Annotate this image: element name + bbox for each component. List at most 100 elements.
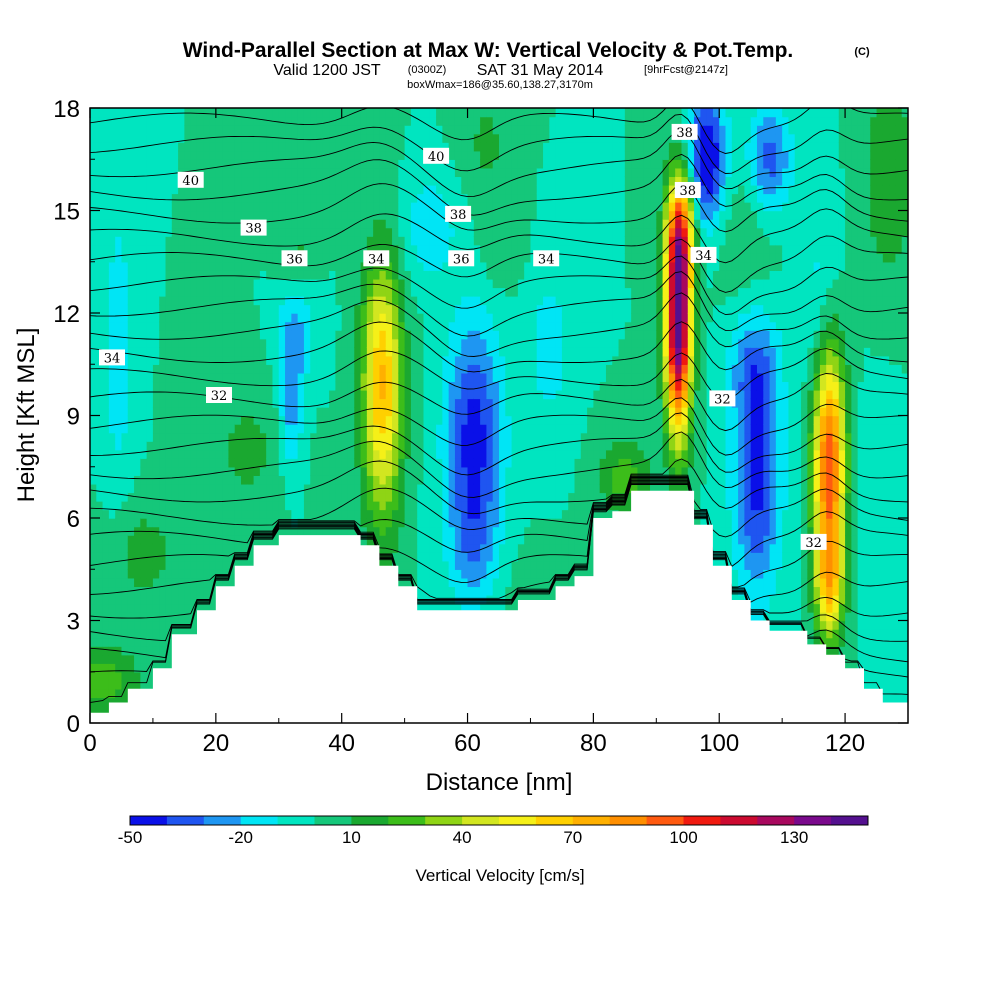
colorbar-swatch (683, 816, 721, 825)
isentrope-value: 40 (428, 150, 445, 165)
colorbar-swatch (314, 816, 352, 825)
isentrope-line (90, 479, 908, 619)
isentrope-value: 38 (676, 126, 693, 141)
colorbar-frame (129, 815, 869, 826)
colorbar-title: Vertical Velocity [cm/s] (415, 866, 584, 885)
colorbar-tick-label: 130 (780, 828, 808, 847)
x-tick-label: 120 (825, 730, 865, 757)
x-axis-title: Distance [nm] (426, 769, 573, 796)
colorbar-swatch (609, 816, 647, 825)
colorbar-swatch (831, 816, 869, 825)
y-tick-label: 12 (53, 301, 80, 328)
x-tick-label: 100 (699, 730, 739, 757)
isentrope-line (90, 480, 908, 642)
y-tick-label: 9 (67, 404, 80, 431)
isentrope-label: 32 (709, 390, 736, 407)
isentrope-value: 38 (450, 208, 467, 223)
isentrope-line (90, 113, 908, 174)
isentrope-value: 38 (245, 222, 262, 237)
isentrope-line (90, 478, 908, 603)
y-tick-label: 18 (53, 96, 80, 123)
colorbar-swatch (757, 816, 795, 825)
colorbar-swatch (794, 816, 832, 825)
isentrope-line (90, 130, 908, 198)
colorbar-tick-label: 10 (342, 828, 361, 847)
colorbar-swatch (720, 816, 758, 825)
isentrope-line (90, 292, 908, 357)
isentrope-line (90, 397, 908, 456)
isentrope-value: 32 (714, 392, 731, 407)
isentrope-line (90, 108, 908, 154)
colorbar-swatch (351, 816, 389, 825)
isentrope-value: 36 (286, 252, 303, 267)
x-tick-label: 0 (83, 730, 96, 757)
colorbar-swatch (277, 816, 315, 825)
isentrope-line (90, 235, 908, 293)
isentrope-label: 34 (363, 250, 390, 267)
valid-date: SAT 31 May 2014 (477, 62, 604, 79)
colorbar-swatch (203, 816, 242, 825)
isentrope-line (90, 431, 908, 498)
forecast-info: [9hrFcst@2147z] (644, 64, 728, 76)
isentrope-line (90, 348, 908, 401)
colorbar-tick-label: 70 (563, 828, 582, 847)
isentrope-value: 36 (453, 252, 470, 267)
x-tick-label: 60 (454, 730, 481, 757)
isentrope-line (90, 474, 908, 538)
colorbar-swatch (499, 816, 537, 825)
colorbar (129, 815, 869, 826)
y-tick-label: 15 (53, 199, 80, 226)
terrain-mask (90, 490, 908, 723)
isentrope-lines (90, 108, 908, 703)
box-info: boxWmax=186@35.60,138.27,3170m (407, 79, 593, 91)
isentrope-line (90, 271, 908, 337)
isentrope-label: 38 (240, 219, 267, 237)
x-tick-label: 80 (580, 730, 607, 757)
valid-time-line: Valid 1200 JST (0300Z) SAT 31 May 2014 [… (273, 62, 728, 79)
isentrope-labels: 40 40 38 38 38 38 36 36 34 34 34 34 32 32 32 (99, 123, 827, 551)
isentrope-label: 36 (448, 250, 475, 267)
colorbar-swatch (535, 816, 574, 825)
y-tick-label: 6 (67, 506, 80, 533)
isentrope-label: 36 (281, 250, 308, 267)
y-tick-label: 0 (67, 711, 80, 738)
x-tick-label: 40 (328, 730, 355, 757)
isentrope-line (90, 321, 908, 373)
x-axis: 0 20 40 60 80 100 120 (83, 108, 865, 757)
isentrope-label: 38 (674, 182, 701, 199)
isentrope-line (90, 208, 908, 264)
colorbar-tick-label: -50 (118, 828, 143, 847)
colorbar-tick-label: -20 (228, 828, 253, 847)
colorbar-ticks: -50 -20 10 40 70 100 130 (118, 828, 809, 847)
isentrope-value: 38 (680, 184, 697, 199)
colorbar-swatch (240, 816, 278, 825)
isentrope-label: 38 (445, 205, 472, 223)
isentrope-line (90, 458, 908, 515)
isentrope-label: 32 (800, 533, 827, 551)
isentrope-value: 34 (368, 252, 385, 267)
isentrope-line (90, 482, 908, 678)
isentrope-label: 34 (690, 246, 717, 264)
isentrope-label: 40 (177, 171, 204, 189)
isentrope-label: 34 (533, 250, 560, 267)
isentrope-value: 40 (182, 174, 199, 189)
y-tick-label: 3 (67, 609, 80, 636)
isentrope-line (90, 255, 908, 316)
colorbar-swatch (166, 816, 205, 825)
isentrope-line (90, 481, 908, 663)
isentrope-line (90, 484, 908, 703)
isentrope-label: 38 (671, 123, 698, 141)
isentrope-label: 34 (99, 349, 125, 366)
isentrope-value: 32 (805, 536, 822, 551)
isentrope-value: 34 (104, 351, 121, 366)
colorbar-swatch (130, 816, 168, 825)
colorbar-swatch (388, 816, 426, 825)
colorbar-swatch (462, 816, 500, 825)
valid-zulu: (0300Z) (408, 64, 447, 76)
chart-title: Wind-Parallel Section at Max W: Vertical… (183, 39, 794, 62)
isentrope-value: 34 (695, 249, 712, 264)
isentrope-line (90, 412, 908, 476)
isentrope-value: 32 (211, 389, 228, 404)
